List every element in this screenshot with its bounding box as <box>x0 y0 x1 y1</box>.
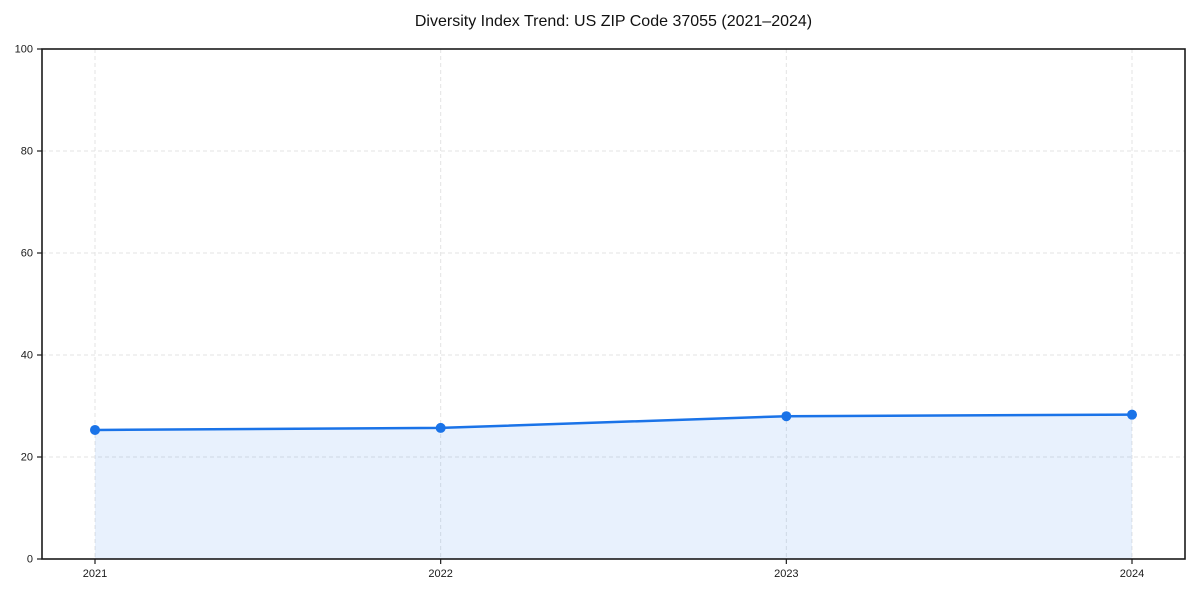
chart-title: Diversity Index Trend: US ZIP Code 37055… <box>414 13 813 30</box>
x-tick-label: 2024 <box>1120 568 1144 580</box>
y-tick-label: 80 <box>21 146 33 158</box>
data-point <box>90 424 100 435</box>
plot-border <box>41 48 1186 560</box>
trend-line <box>93 413 1134 432</box>
y-tick-label: 60 <box>21 248 33 260</box>
x-tick-label: 2022 <box>428 568 452 580</box>
data-point <box>1127 409 1137 420</box>
x-tick-label: 2021 <box>83 568 107 580</box>
x-tick-label: 2023 <box>774 568 798 580</box>
area-fill <box>95 414 1132 559</box>
data-point <box>781 411 792 422</box>
y-tick-label: 0 <box>27 554 33 566</box>
y-tick-label: 20 <box>21 452 33 464</box>
y-tick-label: 40 <box>21 350 33 362</box>
y-tick-label: 100 <box>15 44 33 56</box>
data-point <box>435 422 446 433</box>
